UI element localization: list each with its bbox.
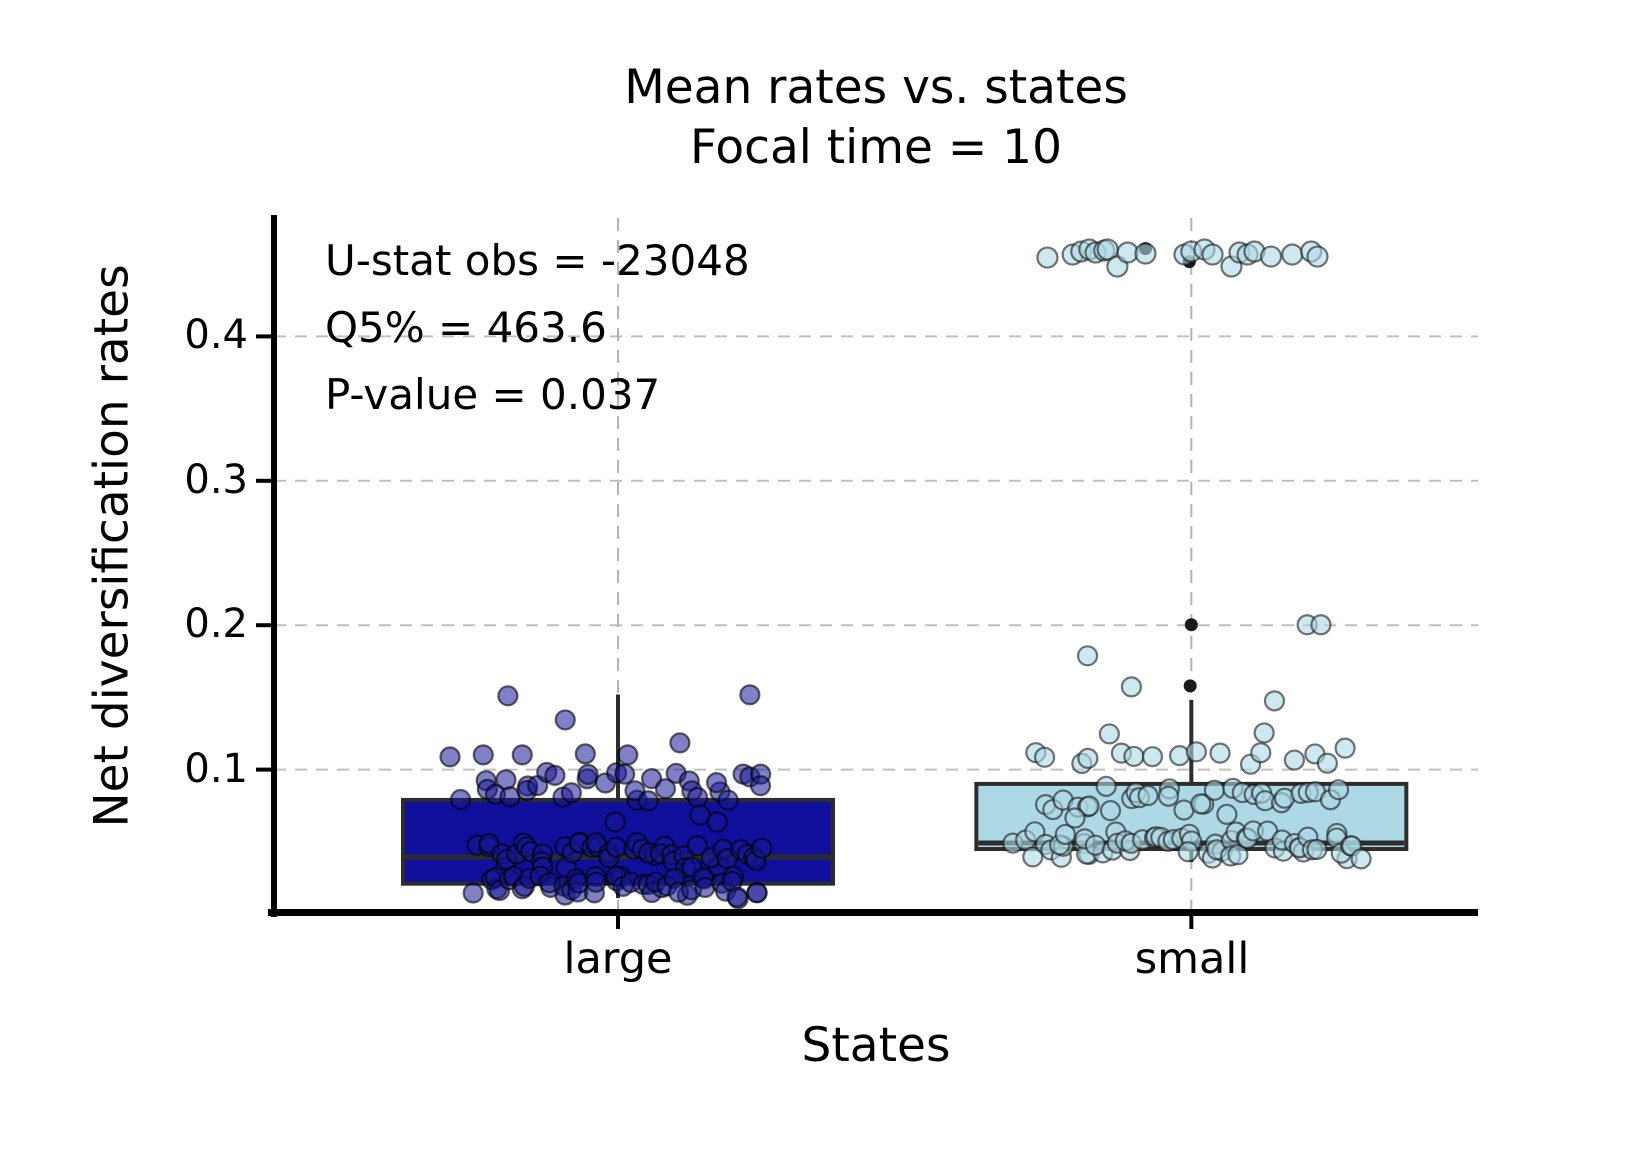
- y-axis-spine: [271, 215, 277, 917]
- strip-point-small: [1209, 742, 1231, 764]
- strip-point-small: [1134, 242, 1157, 265]
- y-tick-label-0.2: 0.2: [184, 601, 248, 648]
- strip-points-large: [439, 684, 773, 910]
- strip-point-small: [1123, 745, 1145, 768]
- x-axis-spine: [268, 909, 1478, 916]
- strip-point-large: [449, 788, 472, 811]
- y-tick-label-0.4: 0.4: [184, 312, 248, 359]
- strip-point-small: [1216, 803, 1238, 825]
- strip-point-large: [694, 876, 716, 899]
- strip-point-small: [1201, 243, 1224, 266]
- strip-point-large: [687, 786, 709, 809]
- x-tick-label-small: small: [1134, 934, 1250, 984]
- strip-point-small: [1185, 741, 1207, 763]
- strip-point-small: [1022, 846, 1044, 868]
- strip-point-large: [544, 764, 566, 786]
- strip-point-large: [751, 837, 773, 859]
- strip-point-small: [1078, 795, 1100, 817]
- strip-point-large: [705, 772, 728, 794]
- strip-point-small: [1327, 779, 1350, 801]
- strip-point-small: [1203, 779, 1226, 801]
- strip-point-large: [585, 871, 607, 893]
- strip-point-large: [462, 882, 484, 904]
- y-tick-mark: [256, 767, 271, 772]
- strip-point-small: [1095, 775, 1117, 797]
- strip-point-small: [1177, 841, 1199, 863]
- x-tick-mark: [616, 916, 620, 929]
- x-tick-mark: [1189, 916, 1194, 929]
- strip-point-small: [1263, 690, 1286, 712]
- strip-point-small: [1316, 752, 1339, 774]
- strip-point-small: [1190, 793, 1212, 815]
- strip-point-small: [1281, 243, 1304, 266]
- strip-point-small: [1137, 784, 1159, 807]
- strip-point-large: [511, 744, 533, 766]
- strip-point-small: [1064, 807, 1086, 829]
- strip-point-small: [1259, 245, 1283, 268]
- strip-point-small: [1120, 676, 1143, 698]
- strip-point-small: [1157, 785, 1180, 807]
- strip-point-small: [1250, 742, 1272, 764]
- strip-point-small: [1033, 746, 1056, 768]
- strip-point-small: [1036, 246, 1059, 269]
- y-tick-mark: [256, 478, 271, 483]
- strip-point-small: [1334, 737, 1356, 759]
- strip-point-large: [614, 763, 636, 785]
- strip-point-small: [1306, 838, 1328, 861]
- strip-point-large: [604, 811, 626, 833]
- annotation-q5: Q5% = 463.6: [325, 303, 607, 352]
- strip-point-small: [1306, 245, 1329, 268]
- y-tick-label-0.3: 0.3: [184, 456, 248, 503]
- strip-point-large: [605, 836, 627, 858]
- x-tick-label-large: large: [563, 934, 673, 984]
- strip-point-large: [472, 744, 494, 766]
- strip-point-small: [1310, 614, 1332, 636]
- strip-point-large: [617, 744, 639, 766]
- gridlines: [274, 335, 1478, 771]
- axes: [256, 215, 1478, 929]
- y-tick-mark: [256, 334, 271, 339]
- strip-point-large: [669, 732, 691, 754]
- strip-point-small: [1077, 747, 1099, 769]
- strip-point-small: [1141, 746, 1164, 768]
- y-tick-mark: [256, 623, 271, 628]
- chart-title-block: Mean rates vs. states Focal time = 10: [624, 58, 1128, 178]
- y-tick-label-0.1: 0.1: [184, 745, 248, 792]
- chart-title: Mean rates vs. states: [624, 60, 1128, 115]
- annotation-p-value: P-value = 0.037: [325, 370, 661, 419]
- strip-point-large: [554, 709, 576, 731]
- strip-point-large: [495, 769, 517, 791]
- strip-point-large: [654, 778, 677, 800]
- strip-point-large: [577, 763, 599, 785]
- strip-point-small: [1227, 844, 1249, 866]
- strip-point-large: [706, 811, 728, 833]
- strip-point-large: [746, 882, 768, 904]
- strip-point-large: [560, 782, 583, 804]
- strip-point-large: [497, 685, 519, 707]
- strip-point-small: [1098, 723, 1120, 745]
- strip-point-small: [1350, 848, 1372, 870]
- flier-dot: [1184, 618, 1198, 632]
- strip-point-small: [1054, 823, 1076, 846]
- chart-subtitle: Focal time = 10: [689, 120, 1062, 175]
- strip-point-large: [686, 835, 708, 857]
- strip-point-large: [637, 790, 659, 812]
- annotation-u-stat: U-stat obs = -23048: [325, 236, 750, 285]
- flier-dot: [1183, 679, 1197, 693]
- strip-point-large: [574, 743, 596, 765]
- x-axis-label: States: [801, 1018, 951, 1073]
- strip-point-small: [1253, 722, 1275, 744]
- strip-point-small: [1076, 645, 1099, 667]
- strip-point-large: [749, 775, 772, 797]
- strip-point-large: [439, 746, 461, 768]
- strip-point-small: [1099, 800, 1122, 822]
- strip-point-large: [726, 886, 748, 908]
- strip-point-large: [717, 789, 739, 811]
- strip-points-small: [1002, 238, 1372, 870]
- strip-point-small: [1283, 749, 1306, 771]
- strip-point-large: [739, 684, 761, 706]
- fliers-small: [1138, 242, 1198, 693]
